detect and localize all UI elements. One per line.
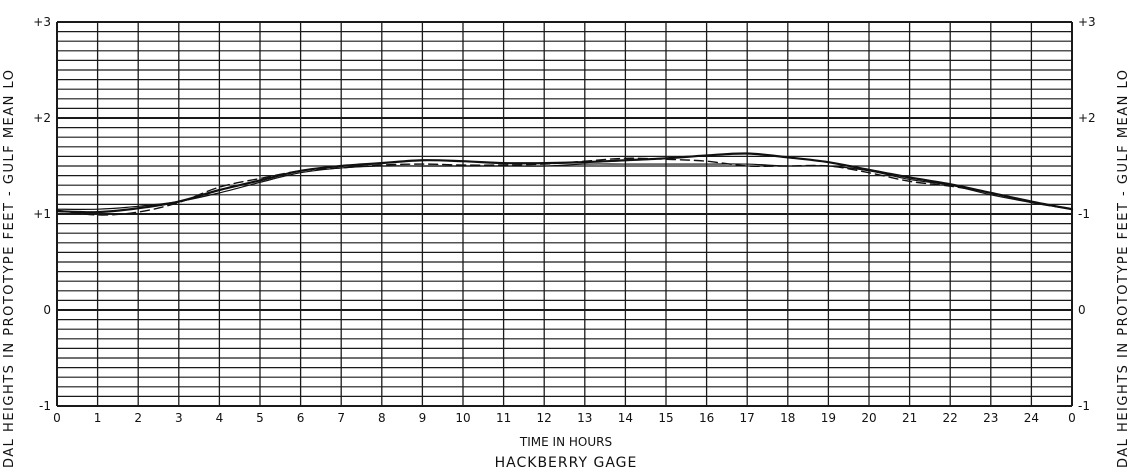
y-axis-label-right: DAL HEIGHTS IN PROTOTYPE FEET - GULF MEA… <box>1116 68 1131 468</box>
x-tick-label: 5 <box>256 411 264 425</box>
y-tick-label-right: +2 <box>1078 111 1096 125</box>
y-tick-labels-right: +3 +2 -1 0 -1 <box>1078 15 1096 413</box>
y-tick-label-right: 0 <box>1078 303 1086 317</box>
x-tick-label: 12 <box>537 411 552 425</box>
x-tick-label: 7 <box>337 411 345 425</box>
x-tick-label: 13 <box>577 411 592 425</box>
y-tick-label-left: +3 <box>33 15 51 29</box>
x-tick-label: 1 <box>94 411 102 425</box>
x-tick-label: 11 <box>496 411 511 425</box>
x-tick-label: 21 <box>902 411 917 425</box>
x-axis-label: TIME IN HOURS <box>519 435 612 449</box>
x-tick-label: 3 <box>175 411 183 425</box>
series-line-2 <box>56 157 1073 216</box>
x-tick-label: 8 <box>378 411 386 425</box>
x-tick-label: 24 <box>1024 411 1039 425</box>
y-tick-label-right: -1 <box>1078 207 1090 221</box>
x-tick-label: 10 <box>455 411 470 425</box>
x-tick-label: 22 <box>943 411 958 425</box>
series-line-3 <box>56 163 1073 211</box>
y-tick-labels-left: +3 +2 +1 0 -1 <box>33 15 51 413</box>
x-tick-label: 18 <box>780 411 795 425</box>
x-tick-label: 4 <box>216 411 224 425</box>
y-axis-label-left: DAL HEIGHTS IN PROTOTYPE FEET - GULF MEA… <box>2 68 17 468</box>
x-tick-label: 16 <box>699 411 714 425</box>
x-tick-label: 2 <box>134 411 142 425</box>
x-tick-labels: 0 1 2 3 4 5 6 7 8 9 10 11 12 13 14 15 16 17 18 19 20 21 22 23 24… <box>53 411 1076 425</box>
y-tick-label-left: -1 <box>39 399 51 413</box>
x-tick-label: 0 <box>53 411 61 425</box>
x-tick-label: 19 <box>821 411 836 425</box>
x-tick-label: 6 <box>297 411 305 425</box>
x-tick-label: 23 <box>983 411 998 425</box>
y-tick-label-left: 0 <box>43 303 51 317</box>
y-tick-label-right: +3 <box>1078 15 1096 29</box>
x-tick-label: 0 <box>1068 411 1076 425</box>
y-tick-label-left: +1 <box>33 207 51 221</box>
chart-title: HACKBERRY GAGE <box>495 455 638 471</box>
series-layer <box>55 152 1074 216</box>
x-tick-label: 14 <box>618 411 633 425</box>
series-line-1 <box>55 152 1074 214</box>
y-tick-label-right: -1 <box>1078 399 1090 413</box>
y-tick-label-left: +2 <box>33 111 51 125</box>
grid <box>56 21 1073 407</box>
x-tick-label: 20 <box>861 411 876 425</box>
x-tick-label: 9 <box>419 411 427 425</box>
x-tick-label: 17 <box>740 411 755 425</box>
x-tick-label: 15 <box>658 411 673 425</box>
